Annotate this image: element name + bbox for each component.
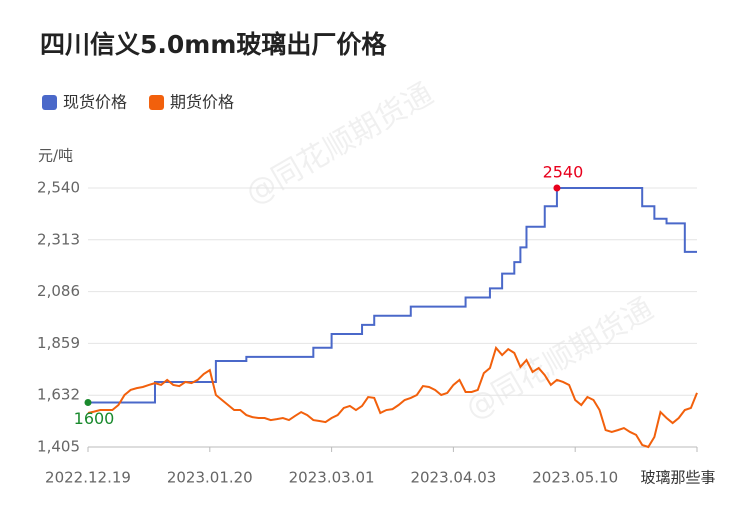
legend-label: 现货价格 — [63, 93, 127, 112]
x-tick-label: 2023.04.03 — [410, 469, 496, 487]
watermark: @同花顺期货通 — [240, 76, 439, 211]
x-tick-label: 2023.01.20 — [167, 469, 253, 487]
y-unit: 元/吨 — [38, 147, 73, 165]
annotation-point — [553, 184, 561, 192]
y-tick-label: 2,540 — [37, 179, 80, 197]
watermark: 玻璃那些事 — [640, 469, 715, 487]
legend-swatch — [42, 95, 57, 110]
x-tick-label: 2023.03.01 — [289, 469, 375, 487]
annotation-label: 1600 — [74, 409, 115, 428]
watermark: @同花顺期货通 — [460, 291, 659, 426]
x-tick-label: 2023.05.10 — [532, 469, 618, 487]
y-tick-label: 1,859 — [37, 334, 80, 352]
legend-label: 期货价格 — [170, 93, 234, 112]
x-tick-label: 2022.12.19 — [45, 469, 131, 487]
legend-swatch — [149, 95, 165, 110]
y-tick-label: 2,313 — [37, 230, 80, 248]
annotation-label: 2540 — [543, 163, 584, 182]
annotation-point — [84, 399, 92, 407]
chart-title: 四川信义5.0mm玻璃出厂价格 — [40, 30, 387, 59]
series-line — [88, 187, 697, 404]
y-tick-label: 2,086 — [37, 282, 80, 300]
y-tick-label: 1,405 — [37, 438, 80, 456]
y-tick-label: 1,632 — [37, 386, 80, 404]
series-line — [87, 345, 698, 449]
